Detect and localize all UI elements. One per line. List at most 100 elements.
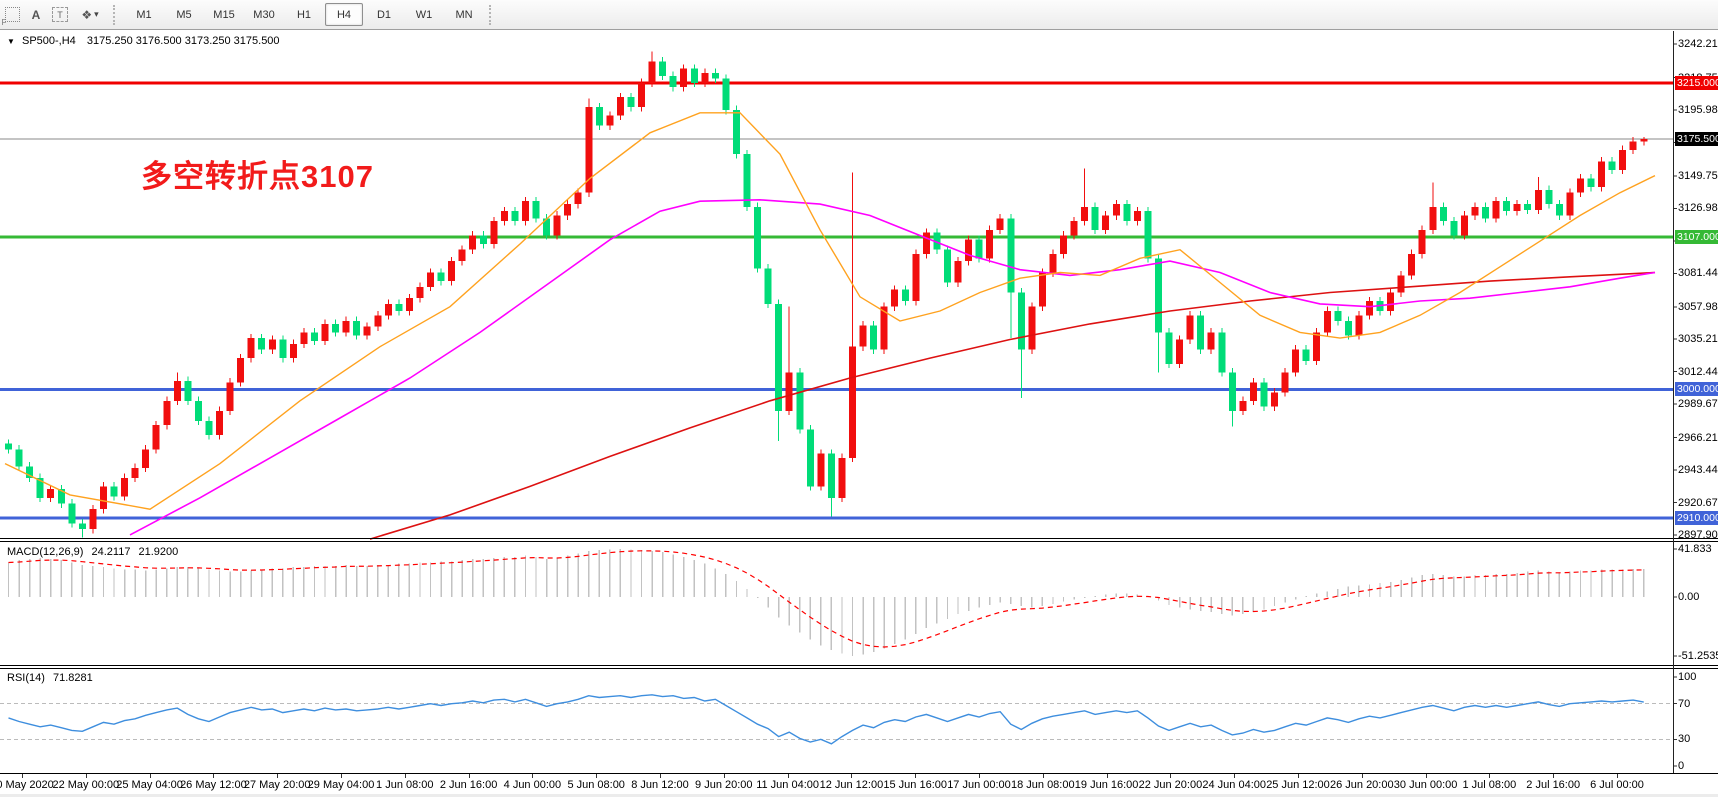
panel-separator[interactable] (0, 665, 1718, 666)
candle-up (606, 115, 614, 126)
candle-up (859, 325, 867, 347)
macd-signal-value: 21.9200 (138, 546, 179, 558)
candle-up (1566, 192, 1574, 216)
price-tick-label: 2920.670 (1678, 496, 1718, 509)
time-tick-mark (723, 774, 725, 778)
symbol-dropdown-icon[interactable]: ▼ (7, 37, 15, 46)
candle-up (131, 467, 139, 478)
panel-separator[interactable] (0, 541, 1718, 542)
dropdown-caret-icon[interactable]: ▾ (94, 9, 99, 19)
crosshair-icon[interactable]: F (1, 5, 23, 27)
candle-up (216, 410, 223, 436)
candle-up (1355, 315, 1363, 336)
panel-separator[interactable] (0, 668, 1718, 669)
timeframe-button-mn[interactable]: MN (455, 8, 473, 21)
candle-up (237, 358, 245, 383)
candle-up (142, 449, 150, 468)
time-tick-mark (1106, 774, 1108, 778)
candle-down (26, 466, 34, 478)
candle-up (1471, 206, 1479, 216)
candle-down (1302, 349, 1310, 361)
chart-annotation-text[interactable]: 多空转折点3107 (141, 159, 374, 194)
time-tick-mark (787, 774, 789, 778)
candle-up (1239, 400, 1247, 411)
candle-down (279, 339, 287, 359)
candle-up (1060, 235, 1067, 254)
candle-down (1197, 315, 1205, 350)
toolbar-grip[interactable] (489, 4, 495, 25)
candle-down (1344, 321, 1352, 336)
toolbar-grip[interactable] (113, 4, 119, 25)
time-tick-mark (213, 774, 215, 778)
candle-up (521, 201, 529, 222)
candle-down (68, 503, 76, 524)
timeframe-button-d1[interactable]: D1 (376, 8, 392, 21)
candle-up (1281, 372, 1289, 393)
candle-up (1049, 253, 1057, 273)
candle-up (638, 82, 645, 108)
candle-up (152, 425, 160, 450)
candle-up (564, 204, 572, 216)
crosshair-icon-letter: F (1, 18, 7, 27)
timeframe-button-m1[interactable]: M1 (136, 8, 152, 21)
candle-up (1534, 189, 1542, 210)
candle-up (849, 346, 856, 458)
candle-down (332, 323, 340, 333)
candle-up (1365, 301, 1373, 316)
time-axis-label: 6 Jul 00:00 (1590, 779, 1644, 791)
timeframe-button-w1[interactable]: W1 (415, 8, 433, 21)
candle-down (5, 443, 12, 450)
candle-down (1482, 206, 1489, 219)
arrow-objects-icon[interactable]: ❖ ▾ (73, 5, 107, 25)
text-box-icon[interactable]: T (49, 5, 71, 25)
candle-down (711, 72, 719, 79)
time-axis-label: 22 Jun 20:00 (1138, 779, 1203, 791)
candle-down (775, 303, 783, 411)
panel-separator[interactable] (0, 538, 1718, 539)
candle-down (870, 325, 878, 350)
candle-up (226, 382, 234, 411)
candle-up (1598, 161, 1606, 187)
macd-signal-line (8, 550, 1644, 648)
candle-up (574, 192, 582, 205)
candle-down (353, 321, 361, 336)
time-tick-mark (1489, 774, 1491, 778)
time-axis-label: 20 May 2020 (0, 779, 54, 791)
candle-up (785, 372, 793, 411)
candle-down (669, 75, 677, 88)
timeframe-button-h1[interactable]: H1 (296, 8, 312, 21)
timeframe-button-m5[interactable]: M5 (176, 8, 192, 21)
text-label-icon[interactable]: A (31, 7, 41, 22)
timeframe-button-m15[interactable]: M15 (213, 8, 235, 21)
macd-name: MACD(12,26,9) (7, 546, 84, 558)
price-tick-label: 2897.900 (1678, 529, 1718, 541)
candle-up (1186, 315, 1194, 340)
ma-mid-line (129, 198, 1656, 536)
time-axis-line (0, 773, 1718, 774)
price-tick-label: 3012.440 (1678, 365, 1718, 378)
candle-up (363, 326, 371, 336)
candle-down (1007, 218, 1015, 293)
candle-down (1555, 204, 1563, 216)
candle-down (1228, 372, 1236, 411)
symbol-ohlc-values: 3175.250 3176.500 3173.250 3175.500 (86, 35, 280, 47)
timeframe-button-h4[interactable]: H4 (325, 3, 363, 26)
candle-up (289, 343, 297, 359)
candle-down (690, 68, 698, 83)
time-tick-mark (468, 774, 470, 778)
price-tick-label: 3081.440 (1678, 267, 1718, 280)
symbol-ohlc-line[interactable]: ▼ SP500-,H4 3175.250 3176.500 3173.250 3… (7, 35, 280, 47)
candle-up (1460, 215, 1468, 236)
price-tick-label: 3126.980 (1678, 202, 1718, 215)
time-axis-label: 12 Jun 12:00 (819, 779, 884, 791)
candle-down (722, 78, 730, 110)
price-tick-label: 3242.210 (1678, 38, 1718, 51)
candle-down (184, 380, 192, 401)
chart-canvas[interactable] (0, 30, 1718, 797)
candle-down (659, 61, 667, 76)
candle-down (1587, 178, 1595, 187)
timeframe-button-m30[interactable]: M30 (253, 8, 275, 21)
time-tick-mark (1042, 774, 1044, 778)
rsi-axis-label: 70 (1678, 697, 1691, 710)
